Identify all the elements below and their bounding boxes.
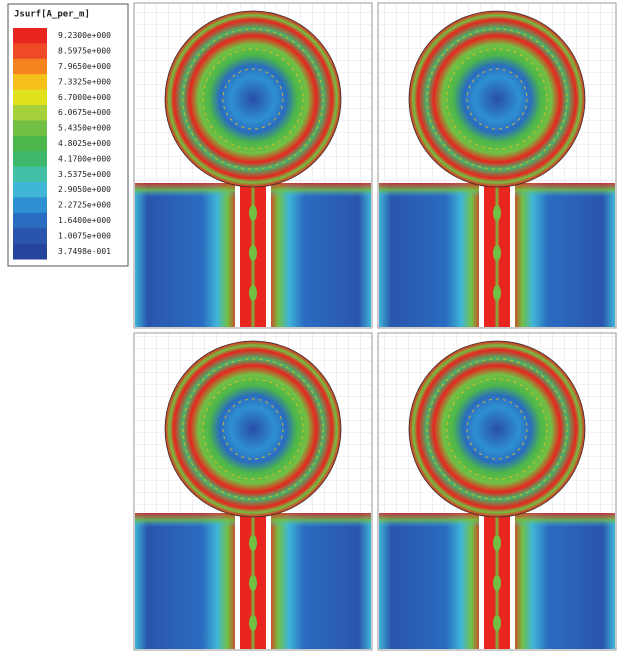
legend-label: 1.6400e+000	[58, 216, 111, 225]
legend-swatch	[13, 244, 47, 260]
legend-label: 6.7000e+000	[58, 93, 111, 102]
legend-swatch	[13, 120, 47, 136]
ground-left	[135, 183, 238, 327]
legend-label: 2.9050e+000	[58, 185, 111, 194]
ground-right	[512, 513, 615, 649]
slot-right	[510, 183, 515, 327]
legend-swatch	[13, 136, 47, 152]
legend-label: 7.9650e+000	[58, 62, 111, 71]
hot-spot	[493, 245, 501, 261]
ground-right	[512, 183, 615, 327]
patch	[409, 341, 585, 517]
slot-left	[235, 183, 240, 327]
hot-spot	[249, 205, 257, 221]
legend-swatch	[13, 197, 47, 213]
hot-spot	[249, 615, 257, 631]
slot-right	[266, 513, 271, 649]
figure: Jsurf[A_per_m] 9.2300e+000 8.5975e+000 7.9…	[0, 0, 619, 652]
patch	[165, 11, 341, 187]
legend-swatch	[13, 182, 47, 198]
hot-spot	[249, 245, 257, 261]
legend-swatch	[13, 74, 47, 90]
hot-spot	[493, 575, 501, 591]
legend-swatch	[13, 167, 47, 183]
legend-swatch	[13, 228, 47, 244]
ground-left	[379, 513, 482, 649]
hot-spot	[249, 535, 257, 551]
hot-spot	[493, 285, 501, 301]
legend-swatch	[13, 28, 47, 44]
legend-label: 8.5975e+000	[58, 47, 111, 56]
legend-label: 4.1700e+000	[58, 154, 111, 163]
legend-swatch	[13, 59, 47, 75]
hot-spot	[249, 575, 257, 591]
slot-right	[510, 513, 515, 649]
legend-title: Jsurf[A_per_m]	[14, 10, 90, 20]
hot-spot	[493, 615, 501, 631]
slot-left	[479, 183, 484, 327]
ground-right	[268, 513, 371, 649]
slot-left	[235, 513, 240, 649]
ground-left	[135, 513, 238, 649]
legend-label: 4.8025e+000	[58, 139, 111, 148]
slot-left	[479, 513, 484, 649]
legend-label: 6.0675e+000	[58, 108, 111, 117]
legend-label: 3.5375e+000	[58, 170, 111, 179]
legend-label: 2.2725e+000	[58, 201, 111, 210]
legend-swatch	[13, 90, 47, 106]
legend-swatch	[13, 213, 47, 229]
legend-swatch	[13, 43, 47, 59]
ground-right	[268, 183, 371, 327]
legend-label: 3.7498e-001	[58, 247, 111, 256]
legend-label: 1.0075e+000	[58, 231, 111, 240]
patch	[409, 11, 585, 187]
legend-label: 7.3325e+000	[58, 77, 111, 86]
legend-swatch	[13, 105, 47, 121]
ground-left	[379, 183, 482, 327]
hot-spot	[493, 535, 501, 551]
legend-label: 5.4350e+000	[58, 124, 111, 133]
legend-swatch	[13, 151, 47, 167]
hot-spot	[493, 205, 501, 221]
hot-spot	[249, 285, 257, 301]
slot-right	[266, 183, 271, 327]
legend-label: 9.2300e+000	[58, 31, 111, 40]
patch	[165, 341, 341, 517]
